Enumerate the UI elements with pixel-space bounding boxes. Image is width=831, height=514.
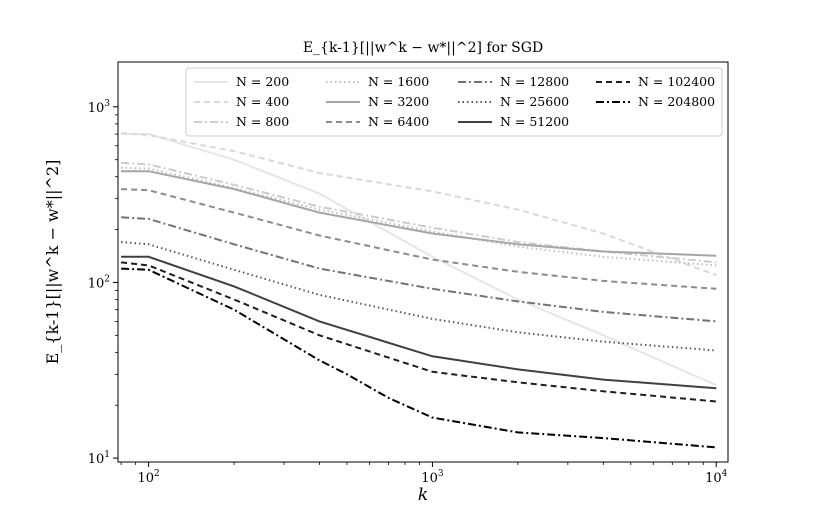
legend-label: N = 102400 <box>638 74 715 89</box>
legend-label: N = 25600 <box>500 94 569 109</box>
series-line-10 <box>121 267 717 449</box>
legend-label: N = 6400 <box>368 114 429 129</box>
y-tick-label: 103 <box>88 99 111 116</box>
legend-entry: N = 200 <box>194 74 289 89</box>
x-axis-title: k <box>418 485 428 505</box>
legend-entry: N = 204800 <box>596 94 715 109</box>
x-tick-label: 102 <box>137 469 159 486</box>
x-tick-label: 103 <box>421 469 444 486</box>
series-line-7 <box>121 241 717 352</box>
legend-label: N = 1600 <box>368 74 429 89</box>
series-line-6 <box>121 216 717 323</box>
series-line-8 <box>121 255 717 390</box>
legend-entry: N = 1600 <box>326 74 429 89</box>
legend-entry: N = 25600 <box>458 94 569 109</box>
y-tick-label: 101 <box>88 450 110 467</box>
legend-entry: N = 800 <box>194 114 289 129</box>
series-line-0 <box>121 133 717 387</box>
legend-label: N = 200 <box>236 74 289 89</box>
y-axis-title: E_{k-1}[||w^k − w*||^2] <box>43 160 62 365</box>
legend-label: N = 204800 <box>638 94 715 109</box>
chart-title: E_{k-1}[||w^k − w*||^2] for SGD <box>303 40 543 56</box>
legend-label: N = 400 <box>236 94 289 109</box>
legend: N = 200 N = 400 N = 800 N = 1600 N = 3200 N =… <box>185 67 723 137</box>
legend-label: N = 800 <box>236 114 289 129</box>
series-line-4 <box>121 170 717 257</box>
legend-box <box>185 67 723 137</box>
legend-entry: N = 102400 <box>596 74 715 89</box>
legend-entry: N = 400 <box>194 94 289 109</box>
legend-entry: N = 6400 <box>326 114 429 129</box>
x-tick-label: 104 <box>705 469 728 486</box>
legend-entry: N = 3200 <box>326 94 429 109</box>
plot-area-frame <box>117 61 729 463</box>
series-line-2 <box>121 161 717 264</box>
series-line-1 <box>121 132 717 277</box>
legend-entry: N = 51200 <box>458 114 569 129</box>
series-line-3 <box>121 166 717 267</box>
series-line-5 <box>121 188 717 290</box>
series-line-9 <box>120 261 717 403</box>
legend-label: N = 3200 <box>368 94 429 109</box>
legend-entry: N = 12800 <box>458 74 569 89</box>
legend-label: N = 12800 <box>500 74 569 89</box>
y-tick-label: 102 <box>88 274 110 291</box>
legend-label: N = 51200 <box>500 114 569 129</box>
